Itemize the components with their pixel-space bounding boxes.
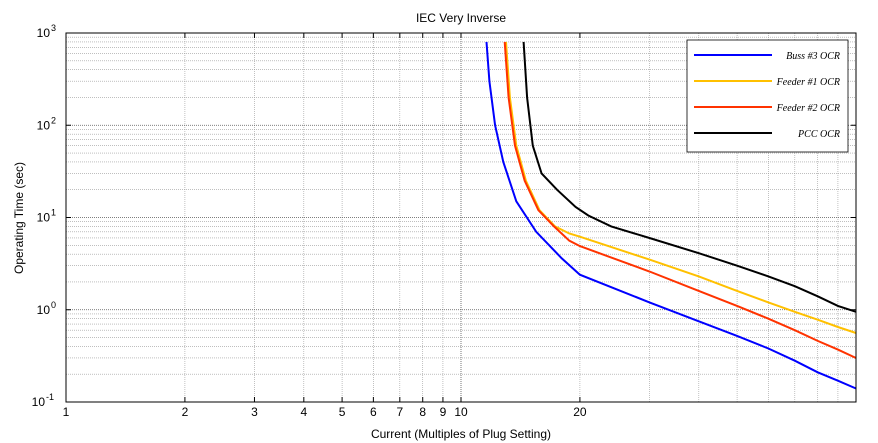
x-tick-label: 10 xyxy=(454,405,468,419)
y-tick-label-base: 10 xyxy=(37,303,51,317)
series-line-2 xyxy=(503,41,857,359)
series-line-3 xyxy=(522,41,857,313)
legend-label-3: PCC OCR xyxy=(797,129,840,140)
x-tick-labels: 1 2 3 4 5 6 7 8 9 10 20 xyxy=(63,33,587,419)
legend: Buss #3 OCR Feeder #1 OCR Feeder #2 OCR PCC… xyxy=(686,39,849,153)
x-tick-label: 7 xyxy=(396,405,403,419)
x-axis-label: Current (Multiples of Plug Setting) xyxy=(371,427,551,441)
series-line-0 xyxy=(485,41,857,390)
legend-label-0: Buss #3 OCR xyxy=(786,51,840,62)
x-tick-label: 1 xyxy=(63,405,70,419)
legend-label-1: Feeder #1 OCR xyxy=(776,77,840,88)
legend-label-2: Feeder #2 OCR xyxy=(776,103,840,114)
chart-title: IEC Very Inverse xyxy=(416,11,506,25)
x-tick-label: 8 xyxy=(419,405,426,419)
x-tick-label: 5 xyxy=(339,405,346,419)
y-tick-label-base: 10 xyxy=(37,118,51,132)
x-tick-label: 20 xyxy=(573,405,587,419)
y-tick-label-exponent: 0 xyxy=(51,300,56,310)
y-axis-label: Operating Time (sec) xyxy=(12,162,26,274)
x-tick-label: 6 xyxy=(370,405,377,419)
x-tick-label: 4 xyxy=(300,405,307,419)
series-line-1 xyxy=(505,41,857,334)
x-tick-label: 9 xyxy=(440,405,447,419)
x-tick-label: 3 xyxy=(251,405,258,419)
y-tick-label-base: 10 xyxy=(37,211,51,225)
series-layer xyxy=(485,41,857,390)
y-tick-label-base: 10 xyxy=(32,395,46,409)
y-tick-label-exponent: 2 xyxy=(51,115,56,125)
y-tick-label-base: 10 xyxy=(37,26,51,40)
x-tick-label: 2 xyxy=(182,405,189,419)
y-tick-label-exponent: 3 xyxy=(51,23,56,33)
y-tick-label-exponent: -1 xyxy=(46,392,54,402)
y-tick-label-exponent: 1 xyxy=(51,208,56,218)
